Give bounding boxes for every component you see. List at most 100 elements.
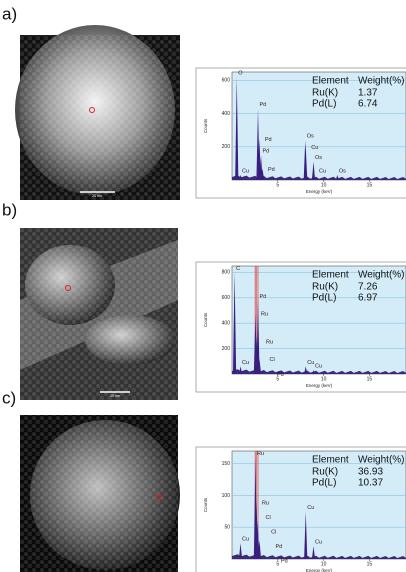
y-tick-label: 400 xyxy=(222,321,231,327)
y-tick-label: 200 xyxy=(222,144,231,150)
table-header: Weight(%) xyxy=(358,270,405,281)
x-axis-label: Energy (keV) xyxy=(306,189,333,194)
peak-label: Os xyxy=(307,134,314,140)
y-tick-label: 400 xyxy=(222,111,231,117)
table-header: Weight(%) xyxy=(358,455,405,466)
peak-label: C xyxy=(236,266,240,272)
micrograph xyxy=(15,25,180,200)
peak-label: Pd xyxy=(268,167,275,173)
peak xyxy=(304,146,308,180)
peak-label: Pd xyxy=(281,558,288,564)
x-tick-label: 10 xyxy=(321,561,327,567)
table-header: Element xyxy=(312,455,349,466)
peak xyxy=(311,370,316,374)
table-cell: 6.97 xyxy=(358,293,378,304)
scale-bar-label: 20 nm xyxy=(92,194,102,198)
x-tick-label: 10 xyxy=(321,182,327,188)
table-cell: 10.37 xyxy=(358,478,383,489)
table-cell: Ru(K) xyxy=(312,282,338,293)
y-tick-label: 100 xyxy=(222,493,231,499)
table-cell: Ru(K) xyxy=(312,88,338,99)
x-tick-label: 15 xyxy=(367,182,373,188)
panel-label: c) xyxy=(2,388,16,407)
table-cell: Ru(K) xyxy=(312,467,338,478)
x-tick-label: 15 xyxy=(367,376,373,382)
peak-label: Cu xyxy=(311,145,318,151)
peak xyxy=(304,366,308,374)
y-tick-label: 600 xyxy=(222,295,231,301)
peak xyxy=(238,366,243,374)
background-noise xyxy=(232,175,406,180)
background-noise xyxy=(232,369,406,374)
peak xyxy=(238,175,243,180)
micrograph xyxy=(20,228,178,400)
peak-label: Cu xyxy=(307,505,314,511)
background-noise xyxy=(232,554,406,559)
table-cell: 6.74 xyxy=(358,99,378,110)
peak xyxy=(311,546,316,559)
peak-label: Ru xyxy=(261,311,268,317)
peak-label: Cu xyxy=(319,168,326,174)
peak xyxy=(257,358,262,374)
panel-label: b) xyxy=(2,200,17,219)
peak-label: Pd xyxy=(276,544,283,550)
x-axis-label: Energy (keV) xyxy=(306,383,333,388)
y-tick-label: 600 xyxy=(222,78,231,84)
peak-label: Ru xyxy=(266,339,273,345)
peak-label: Cu xyxy=(315,540,322,546)
x-tick-label: 5 xyxy=(276,561,279,567)
peak xyxy=(254,348,258,374)
y-tick-label: 800 xyxy=(222,270,231,276)
peak xyxy=(335,175,339,180)
peak-label: Cu xyxy=(242,537,249,543)
peak-label: Os xyxy=(339,168,346,174)
micrograph xyxy=(20,415,180,572)
table-cell: 7.26 xyxy=(358,282,378,293)
table-cell: Pd(L) xyxy=(312,99,336,110)
scale-bar-label: 20 nm xyxy=(110,394,120,398)
peak-label: Pd xyxy=(265,137,272,143)
panel-label: a) xyxy=(2,4,17,23)
peak xyxy=(260,168,265,180)
peak-label: Ru xyxy=(262,500,269,506)
peak-label: Pd xyxy=(260,294,267,300)
table-cell: 1.37 xyxy=(358,88,378,99)
table-header: Weight(%) xyxy=(358,76,405,87)
peak-label: Cu xyxy=(307,360,314,366)
peak-label: Os xyxy=(315,155,322,161)
peak-label: Cl xyxy=(271,529,276,535)
peak xyxy=(257,539,262,559)
peak-label: O xyxy=(238,70,243,76)
peak-label: Cu xyxy=(242,360,249,366)
table-cell: 36.93 xyxy=(358,467,383,478)
y-axis-label: Counts xyxy=(203,497,208,512)
table-header: Element xyxy=(312,270,349,281)
y-tick-label: 200 xyxy=(222,346,231,352)
peak xyxy=(304,511,308,559)
peak xyxy=(235,76,239,180)
peak-label: Cu xyxy=(315,364,322,370)
peak-label: Cl xyxy=(269,357,274,363)
table-cell: Pd(L) xyxy=(312,478,336,489)
x-axis-label: Energy (keV) xyxy=(306,568,333,572)
table-cell: Pd(L) xyxy=(312,293,336,304)
peak xyxy=(311,170,316,180)
x-tick-label: 5 xyxy=(276,376,279,382)
peak xyxy=(232,272,237,374)
peak-label: Cu xyxy=(242,168,249,174)
y-axis-label: Counts xyxy=(203,118,208,133)
y-axis-label: Counts xyxy=(203,312,208,327)
peak xyxy=(238,543,243,559)
x-tick-label: 15 xyxy=(367,561,373,567)
y-tick-label: 50 xyxy=(224,525,230,531)
peak-label: Pd xyxy=(277,372,284,378)
peak-label: Cl xyxy=(265,515,270,521)
plot-area xyxy=(231,265,406,375)
x-tick-label: 10 xyxy=(321,376,327,382)
peak-label: Ru xyxy=(257,451,264,457)
table-header: Element xyxy=(312,76,349,87)
y-tick-label: 150 xyxy=(222,461,231,467)
x-tick-label: 5 xyxy=(276,182,279,188)
peak-label: Pd xyxy=(260,102,267,108)
